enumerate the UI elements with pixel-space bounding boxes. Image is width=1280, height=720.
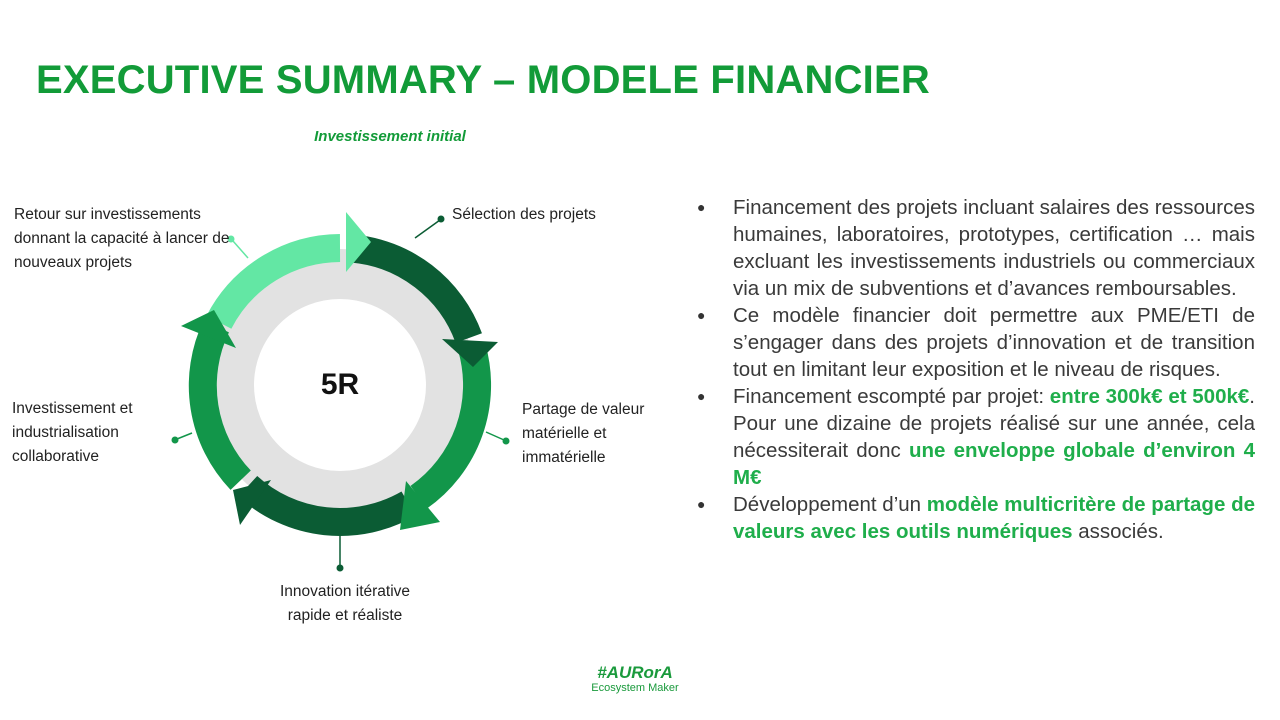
five-r-cycle-diagram bbox=[171, 212, 510, 572]
bullet-list: ● Financement des projets incluant salai… bbox=[690, 194, 1255, 545]
bullet-text: Financement escompté par projet: bbox=[733, 385, 1050, 408]
bullet-text: . Pour une dizaine de projets réalisé su… bbox=[733, 385, 1255, 462]
leader-dot-innovation bbox=[336, 564, 344, 572]
bullet-highlight: modèle multicritère de partage de valeur… bbox=[733, 493, 1255, 543]
arc-top-right-dark bbox=[350, 234, 482, 344]
arrowhead-bottom bbox=[233, 480, 271, 525]
footer-hashtag: #AURorA bbox=[597, 663, 673, 682]
leader-dot-industrialisation bbox=[171, 436, 179, 444]
leader-line-partage bbox=[485, 431, 505, 441]
bullet-text: associés. bbox=[1072, 520, 1164, 543]
footer-logo: #AURorA Ecosystem Maker bbox=[560, 663, 710, 695]
slide-title: EXECUTIVE SUMMARY – MODELE FINANCIER bbox=[36, 58, 930, 102]
cycle-top-label: Investissement initial bbox=[314, 128, 466, 145]
arrowhead-light-green bbox=[346, 212, 371, 272]
bullet-dot-icon: ● bbox=[697, 388, 706, 404]
bullet-item: ● Ce modèle financier doit permettre aux… bbox=[690, 302, 1255, 383]
leader-dot-partage bbox=[502, 437, 510, 445]
leader-line-industrialisation bbox=[176, 432, 193, 440]
arc-light-green bbox=[206, 234, 341, 330]
arrowhead-right bbox=[400, 481, 440, 530]
step-label-partage: Partage de valeur matérielle et immatéri… bbox=[522, 401, 645, 466]
bullet-highlight: entre 300k€ et 500k€ bbox=[1049, 385, 1250, 408]
arrowhead-left bbox=[181, 310, 236, 348]
arc-left-mid bbox=[188, 320, 252, 490]
arc-right-mid bbox=[410, 344, 492, 509]
arc-bottom-dark bbox=[238, 475, 416, 536]
bullet-highlight: une enveloppe globale d’environ 4 M€ bbox=[733, 439, 1255, 489]
bullet-dot-icon: ● bbox=[697, 199, 706, 215]
footer-subtitle: Ecosystem Maker bbox=[591, 682, 679, 694]
step-label-industrialisation: Investissement et industrialisation coll… bbox=[12, 400, 133, 465]
inner-grey-ring bbox=[204, 249, 476, 521]
bullet-text: Développement d’un bbox=[733, 493, 927, 516]
bullet-dot-icon: ● bbox=[697, 496, 706, 512]
arrowhead-top-right bbox=[442, 339, 498, 367]
step-label-innovation: Innovation itérative rapide et réaliste bbox=[279, 583, 411, 624]
bullet-item: ● Financement des projets incluant salai… bbox=[690, 194, 1255, 302]
bullet-item: ● Financement escompté par projet: entre… bbox=[690, 383, 1255, 491]
leader-line-selection bbox=[414, 219, 441, 239]
bullet-item: ● Développement d’un modèle multicritère… bbox=[690, 491, 1255, 545]
bullet-text: Ce modèle financier doit permettre aux P… bbox=[733, 304, 1255, 381]
step-label-selection: Sélection des projets bbox=[452, 206, 596, 223]
leader-line-retour bbox=[232, 240, 249, 259]
leader-dot-retour bbox=[227, 235, 235, 243]
bullet-text: Financement des projets incluant salaire… bbox=[733, 196, 1255, 300]
cycle-center-label: 5R bbox=[320, 368, 360, 401]
step-label-retour: Retour sur investissements donnant la ca… bbox=[14, 206, 230, 271]
leader-dot-selection bbox=[437, 215, 445, 223]
bullet-dot-icon: ● bbox=[697, 307, 706, 323]
